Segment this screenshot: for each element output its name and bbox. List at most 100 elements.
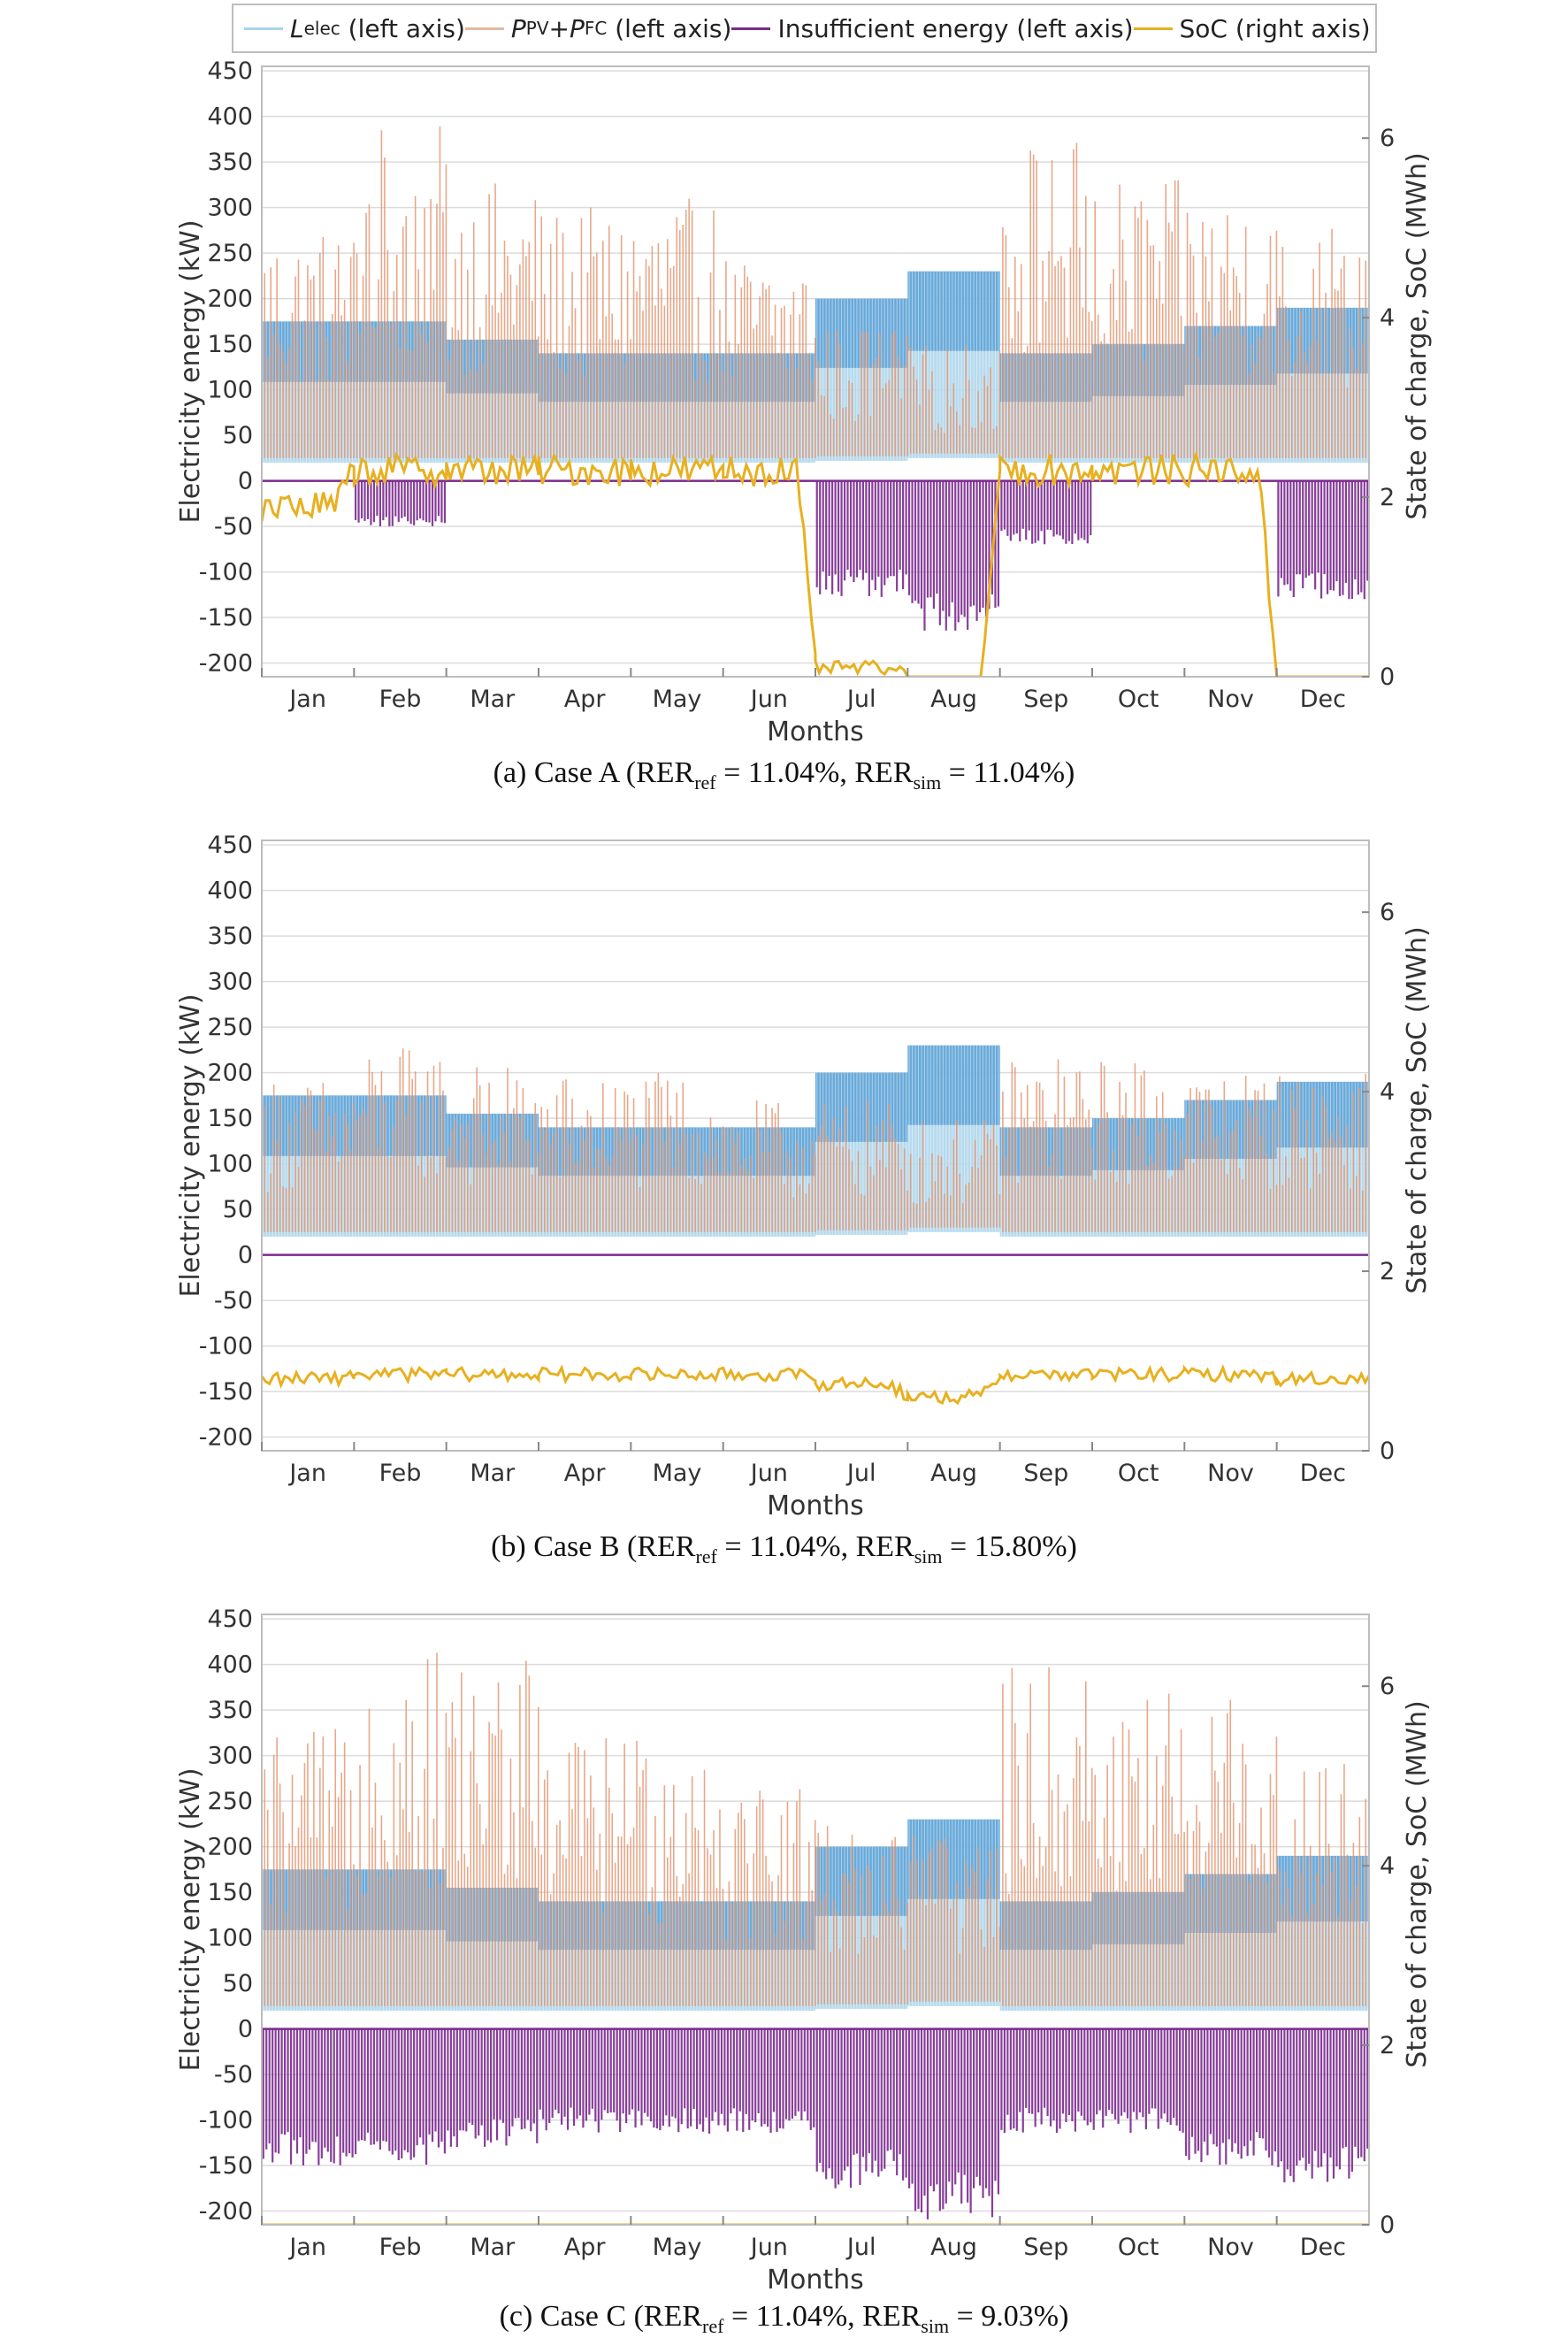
y-tick-label: 100 (207, 1925, 253, 1952)
y-tick-label: -50 (214, 2061, 253, 2089)
y-tick-label: -100 (199, 1333, 253, 1361)
legend-plus-sign: + (548, 13, 570, 43)
legend-soc-label: SoC (right axis) (1179, 13, 1371, 43)
y-tick-label: -50 (214, 513, 253, 540)
x-tick-label: Nov (1207, 2234, 1254, 2261)
caption-b: (b) Case B (RERref = 11.04%, RERsim = 15… (0, 1530, 1568, 1568)
legend-swatch-l-elec (244, 27, 283, 30)
y2-axis-label: State of charge, SoC (MWh) (1402, 152, 1433, 520)
chart-panel-b: 450 400 350 300 250 200 150 100 50 0 -50 -100 -150 -2… (175, 832, 1433, 1522)
legend-swatch-soc (1133, 27, 1173, 30)
chart-panel-a: 450 400 350 300 250 200 150 100 50 0 -50 -100 -150 -2… (175, 57, 1433, 747)
x-tick-label: Oct (1118, 2234, 1159, 2261)
x-tick-label: Apr (564, 1460, 607, 1487)
caption-a-suffix: = 11.04%) (941, 756, 1075, 789)
x-tick-label: Oct (1118, 686, 1159, 713)
legend-ppv-subscript: PV (525, 18, 549, 39)
caption-c: (c) Case C (RERref = 11.04%, RERsim = 9.… (0, 2300, 1568, 2338)
x-tick-label: Nov (1207, 686, 1254, 713)
legend-l-elec-symbol: L (290, 13, 304, 43)
y2-tick-label: 0 (1380, 1437, 1395, 1465)
legend-swatch-generation (464, 27, 504, 30)
x-tick-label: Jan (287, 2234, 326, 2261)
y2-tick-label: 0 (1380, 2212, 1395, 2239)
series-group (262, 1045, 1369, 1406)
y-tick-label: 300 (207, 969, 253, 996)
caption-a-mid: = 11.04%, RER (715, 756, 914, 789)
y-tick-label: -200 (199, 1424, 253, 1452)
x-tick-label: Sep (1023, 686, 1068, 713)
x-tick-label: Jul (845, 686, 876, 713)
legend-pfc-suffix: (left axis) (607, 13, 732, 43)
y-tick-label: 50 (223, 1970, 253, 1997)
x-tick-label: Aug (930, 686, 977, 713)
caption-a-sim-sub: sim (913, 770, 942, 793)
series-soc (262, 449, 1369, 677)
y-tick-label: -200 (199, 2198, 253, 2226)
y-tick-label: 200 (207, 286, 253, 313)
x-tick-label: Apr (564, 686, 607, 713)
x-tick-label: Aug (930, 1460, 977, 1487)
y-tick-label: 350 (207, 1697, 253, 1724)
y-tick-label: 50 (223, 1196, 253, 1223)
y-tick-label: -100 (199, 2107, 253, 2135)
y-tick-label: 350 (207, 149, 253, 176)
series-group (262, 126, 1369, 677)
legend-ppv-symbol: P (510, 13, 526, 43)
y2-tick-label: 4 (1380, 1078, 1395, 1106)
y-tick-label: 300 (207, 1743, 253, 1770)
x-tick-label: Feb (379, 2234, 422, 2261)
x-tick-label: Feb (379, 1460, 422, 1487)
series-pv-fc (264, 1048, 1369, 1232)
x-tick-label: Jan (287, 686, 326, 713)
caption-b-sim-sub: sim (914, 1545, 943, 1568)
legend-l-elec-suffix: (left axis) (340, 13, 465, 43)
legend-pfc-subscript: FC (584, 18, 608, 39)
caption-c-ref-sub: ref (702, 2314, 724, 2337)
y-tick-label: 50 (223, 422, 253, 449)
x-tick-label: Apr (564, 2234, 607, 2261)
x-tick-label: Aug (930, 2234, 977, 2261)
legend-swatch-insufficient (731, 27, 771, 30)
x-tick-label: Nov (1207, 1460, 1254, 1487)
x-tick-label: Mar (470, 2234, 516, 2261)
y2-axis-label: State of charge, SoC (MWh) (1402, 926, 1433, 1294)
x-tick-label: May (653, 686, 702, 713)
legend-item-soc: SoC (right axis) (1133, 13, 1371, 43)
caption-b-suffix: = 15.80%) (942, 1530, 1077, 1563)
y-tick-label: 200 (207, 1834, 253, 1861)
x-axis-label: Months (767, 1491, 864, 1522)
y-tick-label: 150 (207, 1105, 253, 1132)
chart-panel-c: 450 400 350 300 250 200 150 100 50 0 -50 -100 -150 -2… (175, 1606, 1433, 2296)
y-tick-label: 0 (238, 468, 253, 495)
y-tick-label: 450 (207, 1606, 253, 1633)
y-tick-label: -100 (199, 559, 253, 586)
y-axis-label: Electricity energy (kW) (175, 219, 206, 523)
x-tick-label: Jun (749, 2234, 788, 2261)
x-tick-label: Mar (470, 1460, 516, 1487)
caption-a-ref-sub: ref (694, 770, 716, 793)
y-tick-label: 150 (207, 1879, 253, 1906)
y-tick-label: 100 (207, 377, 253, 404)
x-tick-label: Mar (470, 686, 516, 713)
y2-tick-label: 2 (1380, 2032, 1395, 2059)
y-axis-label: Electricity energy (kW) (175, 993, 206, 1297)
y2-tick-label: 4 (1380, 1852, 1395, 1880)
y-tick-label: 250 (207, 240, 253, 267)
y2-tick-label: 0 (1380, 663, 1395, 691)
y-tick-label: -200 (199, 650, 253, 678)
legend-l-elec-subscript: elec (303, 18, 340, 39)
y-tick-label: 450 (207, 832, 253, 859)
caption-b-mid: = 11.04%, RER (716, 1530, 914, 1563)
y-tick-label: -150 (199, 604, 253, 632)
y2-axis-label: State of charge, SoC (MWh) (1402, 1700, 1433, 2068)
series-insufficient-energy (262, 2028, 1369, 2219)
caption-b-prefix: (b) Case B (RER (491, 1530, 696, 1563)
caption-c-sim-sub: sim (921, 2314, 950, 2337)
caption-a-prefix: (a) Case A (RER (493, 756, 695, 789)
x-tick-label: Oct (1118, 1460, 1159, 1487)
caption-c-suffix: = 9.03%) (949, 2300, 1069, 2333)
caption-a: (a) Case A (RERref = 11.04%, RERsim = 11… (0, 756, 1568, 794)
